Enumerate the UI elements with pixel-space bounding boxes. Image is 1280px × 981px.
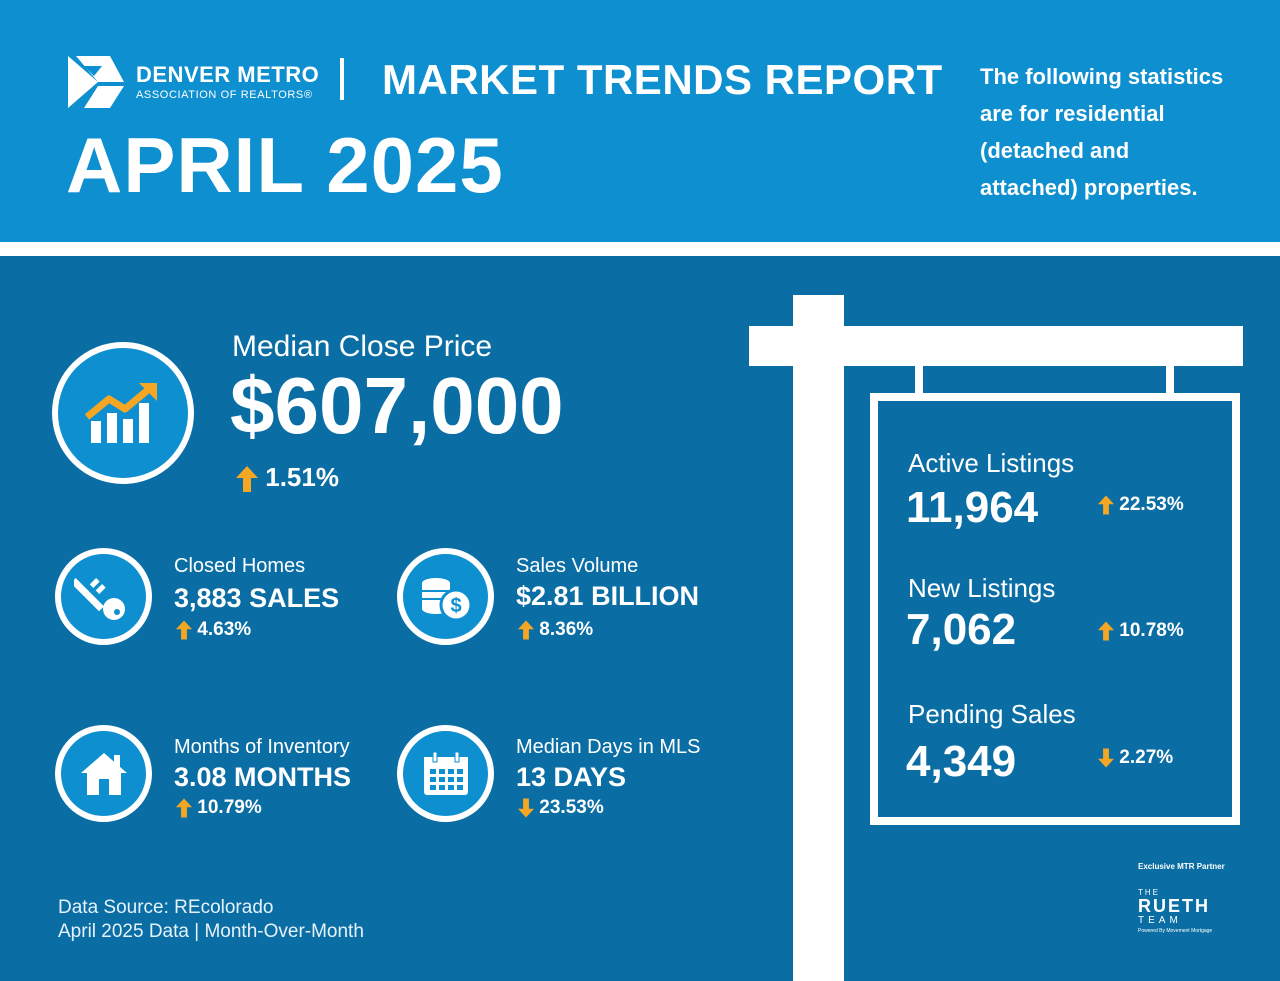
sign-hook	[915, 366, 923, 396]
rising-chart-icon	[85, 383, 157, 443]
arrow-down-icon	[1098, 748, 1114, 768]
days-mls-change: 23.53%	[518, 797, 604, 819]
house-icon	[80, 752, 127, 795]
days-mls-label: Median Days in MLS	[516, 736, 701, 758]
pending-sales-value: 4,349	[906, 737, 1017, 786]
header-divider	[0, 242, 1280, 256]
change-value: 10.79%	[197, 797, 262, 818]
report-title: MARKET TRENDS REPORT	[382, 56, 943, 103]
arrow-up-icon	[236, 466, 258, 493]
active-listings-label: Active Listings	[908, 448, 1075, 478]
org-subtitle: ASSOCIATION OF REALTORS®	[136, 89, 313, 101]
new-listings-change: 10.78%	[1098, 620, 1184, 642]
arrow-up-icon	[176, 620, 192, 640]
closed-homes-value: 3,883 SALES	[174, 583, 340, 613]
arrow-up-icon	[1098, 495, 1114, 515]
closed-homes-icon-circle	[55, 548, 152, 645]
sales-volume-value: $2.81 BILLION	[516, 581, 700, 611]
partner-name: RUETH	[1138, 896, 1210, 916]
sign-hook	[1166, 366, 1174, 396]
intro-line: attached) properties.	[980, 175, 1198, 200]
months-inventory-change: 10.79%	[176, 797, 262, 819]
change-value: 8.36%	[539, 619, 594, 640]
days-mls-value: 13 DAYS	[516, 762, 627, 792]
arrow-down-icon	[518, 798, 534, 818]
intro-line: The following statistics	[980, 64, 1224, 89]
partner-label: Exclusive MTR Partner	[1138, 862, 1225, 871]
active-listings-value: 11,964	[906, 483, 1039, 532]
change-value: 10.78%	[1119, 620, 1184, 641]
median-price-icon-circle	[52, 342, 194, 484]
arrow-up-icon	[176, 798, 192, 818]
active-listings-change: 22.53%	[1098, 494, 1184, 516]
calendar-icon	[423, 751, 468, 795]
new-listings-value: 7,062	[906, 605, 1017, 654]
months-inventory-label: Months of Inventory	[174, 736, 350, 758]
closed-homes-change: 4.63%	[176, 619, 251, 641]
denver-metro-logo-icon	[68, 56, 124, 108]
median-close-price-label: Median Close Price	[232, 330, 493, 363]
sales-volume-change: 8.36%	[518, 619, 593, 641]
sign-arm	[749, 326, 1243, 366]
rueth-team-logo: THE RUETH TEAM Powered By Movement Mortg…	[1138, 888, 1230, 948]
data-source: Data Source: REcolorado April 2025 Data …	[58, 896, 364, 944]
data-source-line: Data Source: REcolorado	[58, 897, 274, 918]
org-name: DENVER METRO	[136, 62, 320, 87]
sign-post	[793, 295, 844, 981]
median-close-price-change: 1.51%	[236, 462, 339, 493]
new-listings-label: New Listings	[908, 573, 1056, 603]
partner-the: THE	[1138, 888, 1160, 897]
sales-volume-label: Sales Volume	[516, 555, 639, 577]
intro-line: are for residential	[980, 101, 1165, 126]
arrow-up-icon	[1098, 621, 1114, 641]
intro-line: (detached and	[980, 138, 1130, 163]
closed-homes-label: Closed Homes	[174, 555, 306, 577]
header-band	[0, 0, 1280, 242]
change-value: 23.53%	[539, 797, 604, 818]
key-icon	[73, 577, 125, 620]
median-close-price-value: $607,000	[230, 361, 564, 450]
months-inventory-icon-circle	[55, 725, 152, 822]
pending-sales-label: Pending Sales	[908, 699, 1076, 729]
intro-text: The following statistics are for residen…	[980, 58, 1265, 206]
days-mls-icon-circle	[397, 725, 494, 822]
change-value: 1.51%	[265, 462, 339, 492]
month-title: APRIL 2025	[66, 121, 504, 209]
svg-text:$: $	[450, 595, 461, 617]
sign-board	[870, 393, 1240, 825]
change-value: 2.27%	[1119, 747, 1174, 768]
months-inventory-value: 3.08 MONTHS	[174, 762, 352, 792]
arrow-up-icon	[518, 620, 534, 640]
pending-sales-change: 2.27%	[1098, 747, 1173, 769]
sales-volume-icon-circle: $	[397, 548, 494, 645]
partner-team: TEAM	[1138, 915, 1182, 926]
title-separator	[340, 58, 344, 100]
partner-powered: Powered By Movement Mortgage	[1138, 928, 1213, 934]
change-value: 4.63%	[197, 619, 252, 640]
data-period-line: April 2025 Data | Month-Over-Month	[58, 921, 364, 942]
change-value: 22.53%	[1119, 494, 1184, 515]
coins-icon: $	[421, 577, 472, 621]
